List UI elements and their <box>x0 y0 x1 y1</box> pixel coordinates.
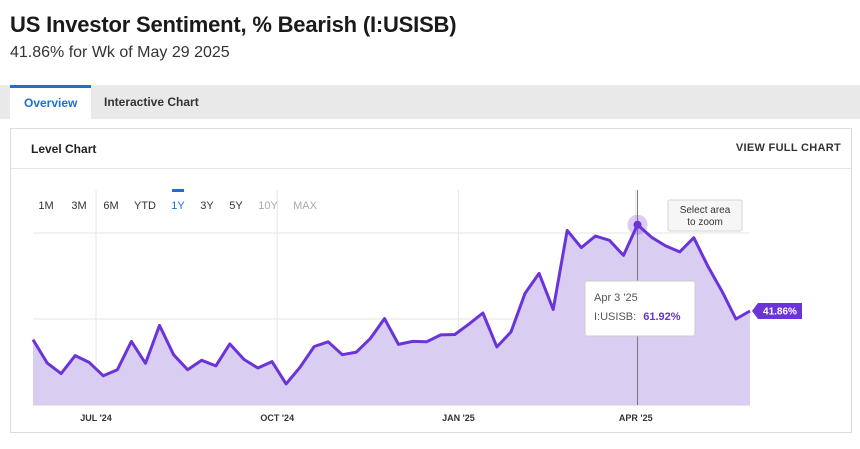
highlight-point[interactable] <box>633 220 642 229</box>
data-point <box>87 360 91 364</box>
x-tick-label: OCT '24 <box>260 413 294 423</box>
data-point <box>720 289 724 293</box>
x-tick-label: JAN '25 <box>442 413 475 423</box>
data-point <box>256 366 260 370</box>
data-point <box>228 342 232 346</box>
tab-interactive-chart[interactable]: Interactive Chart <box>104 95 199 109</box>
data-point <box>411 339 415 343</box>
tab-overview[interactable]: Overview <box>10 85 92 119</box>
last-value-label: 41.86% <box>763 307 797 318</box>
data-point <box>101 374 105 378</box>
data-point <box>678 250 682 254</box>
view-full-chart-link[interactable]: VIEW FULL CHART <box>735 142 841 154</box>
data-point <box>214 364 218 368</box>
data-point <box>509 330 513 334</box>
range-selector[interactable]: 1M 3M 6M YTD 1Y 3Y 5Y 10Y MAX <box>38 189 318 212</box>
data-point <box>692 236 696 240</box>
range-button-5y[interactable]: 5Y <box>229 200 243 212</box>
data-point <box>186 368 190 372</box>
range-button-ytd[interactable]: YTD <box>134 200 156 212</box>
tooltip-value: 61.92% <box>643 311 681 323</box>
data-point <box>748 309 752 313</box>
data-point <box>45 361 49 365</box>
range-button-10y[interactable]: 10Y <box>258 200 278 212</box>
data-point <box>425 340 429 344</box>
range-button-3m[interactable]: 3M <box>71 200 86 212</box>
x-tick-label: JUL '24 <box>80 413 112 423</box>
data-point <box>439 333 443 337</box>
data-point <box>607 238 611 242</box>
data-point <box>453 332 457 336</box>
data-point <box>59 372 63 376</box>
data-point <box>312 345 316 349</box>
data-point <box>579 246 583 250</box>
data-point <box>650 235 654 239</box>
data-point <box>481 311 485 315</box>
range-button-6m[interactable]: 6M <box>103 200 118 212</box>
data-point <box>382 317 386 321</box>
data-point <box>284 382 288 386</box>
data-point <box>129 339 133 343</box>
data-point <box>593 234 597 238</box>
x-tick-label: APR '25 <box>619 413 653 423</box>
data-point <box>298 365 302 369</box>
zoom-hint-line-2: to zoom <box>687 217 723 228</box>
data-point <box>158 323 162 327</box>
data-point <box>73 354 77 358</box>
zoom-hint[interactable]: Select area to zoom <box>667 199 743 232</box>
page-title: US Investor Sentiment, % Bearish (I:USIS… <box>10 12 457 37</box>
data-point <box>270 360 274 364</box>
data-point <box>621 253 625 257</box>
data-point <box>397 342 401 346</box>
data-point <box>354 350 358 354</box>
data-point <box>326 340 330 344</box>
page-subtitle: 41.86% for Wk of May 29 2025 <box>10 44 230 61</box>
tab-bar: Overview Interactive Chart <box>0 85 860 119</box>
range-button-1y[interactable]: 1Y <box>171 200 185 212</box>
data-point <box>242 357 246 361</box>
panel-header: Level Chart VIEW FULL CHART <box>11 129 851 169</box>
data-point <box>664 244 668 248</box>
data-point <box>200 358 204 362</box>
series-area <box>33 224 750 405</box>
data-point <box>143 361 147 365</box>
zoom-hint-line-1: Select area <box>680 205 731 216</box>
data-point <box>368 336 372 340</box>
data-point <box>31 338 35 342</box>
data-point <box>565 228 569 232</box>
data-point <box>467 322 471 326</box>
data-point <box>706 264 710 268</box>
last-value-badge: 41.86% <box>752 303 802 320</box>
data-point <box>172 353 176 357</box>
data-point <box>340 353 344 357</box>
panel-title: Level Chart <box>31 142 97 156</box>
data-point <box>495 345 499 349</box>
range-button-max[interactable]: MAX <box>293 200 318 212</box>
range-button-3y[interactable]: 3Y <box>200 200 214 212</box>
range-button-1m[interactable]: 1M <box>38 200 53 212</box>
tooltip-series-label: I:USISB: <box>594 311 636 323</box>
tooltip: Apr 3 '25 I:USISB: 61.92% <box>584 280 696 337</box>
data-point <box>537 271 541 275</box>
x-axis: JUL '24 OCT '24 JAN '25 APR '25 <box>80 413 652 423</box>
data-point <box>523 291 527 295</box>
tooltip-value-row: I:USISB: 61.92% <box>594 311 681 323</box>
range-active-indicator <box>172 189 184 192</box>
series-line <box>31 223 751 386</box>
data-point <box>551 308 555 312</box>
data-point <box>115 368 119 372</box>
data-point <box>734 317 738 321</box>
tooltip-date: Apr 3 '25 <box>594 292 638 304</box>
